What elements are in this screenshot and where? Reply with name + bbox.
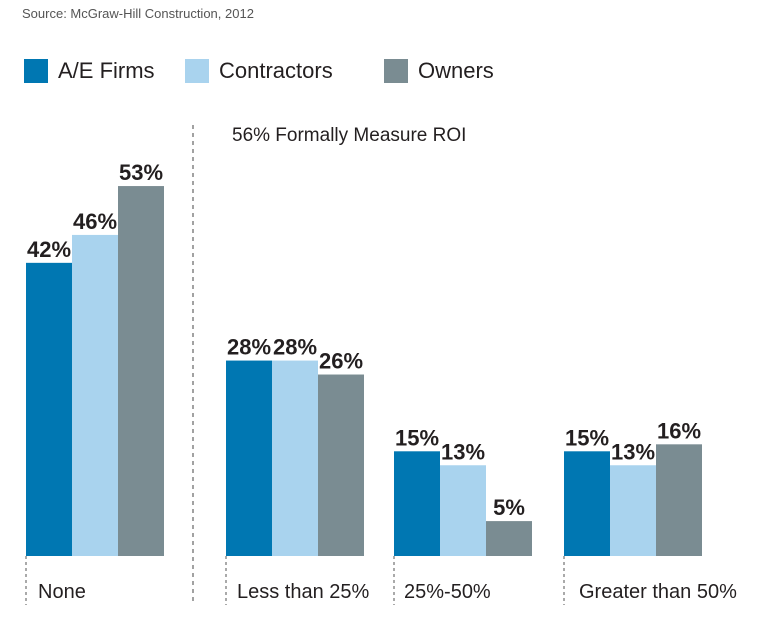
bar-owners-25-50 (486, 521, 532, 556)
bar-a-e-firms-greater-than-50 (564, 451, 610, 556)
bar-owners-less-than-25 (318, 374, 364, 556)
value-label-a-e-firms-greater-than-50: 15% (565, 425, 609, 450)
bar-owners-none (118, 186, 164, 556)
category-label-less-than-25: Less than 25% (237, 581, 370, 603)
value-label-a-e-firms-25-50: 15% (395, 425, 439, 450)
bar-a-e-firms-less-than-25 (226, 360, 272, 556)
value-label-owners-none: 53% (119, 160, 163, 185)
bar-owners-greater-than-50 (656, 444, 702, 556)
legend-swatch-owners (384, 59, 408, 83)
legend-label-ae-firms: A/E Firms (58, 58, 155, 83)
chart-source: Source: McGraw-Hill Construction, 2012 (22, 6, 254, 21)
value-label-a-e-firms-less-than-25: 28% (227, 335, 271, 360)
legend-swatch-ae-firms (24, 59, 48, 83)
bar-a-e-firms-25-50 (394, 451, 440, 556)
annotation-formally-measure-roi: 56% Formally Measure ROI (232, 125, 466, 146)
bar-contractors-greater-than-50 (610, 465, 656, 556)
value-label-contractors-none: 46% (73, 209, 117, 234)
value-label-owners-25-50: 5% (493, 495, 525, 520)
legend-swatch-contractors (185, 59, 209, 83)
bar-a-e-firms-none (26, 262, 72, 556)
value-label-contractors-less-than-25: 28% (273, 335, 317, 360)
value-label-a-e-firms-none: 42% (27, 237, 71, 262)
bar-contractors-25-50 (440, 465, 486, 556)
legend-label-owners: Owners (418, 58, 494, 83)
category-label-greater-than-50: Greater than 50% (579, 581, 737, 603)
value-label-contractors-25-50: 13% (441, 439, 485, 464)
legend-label-contractors: Contractors (219, 58, 333, 83)
value-label-owners-less-than-25: 26% (319, 349, 363, 374)
category-label-none: None (38, 581, 86, 603)
category-label-25-50: 25%-50% (404, 581, 491, 603)
value-label-owners-greater-than-50: 16% (657, 418, 701, 443)
value-label-contractors-greater-than-50: 13% (611, 439, 655, 464)
bar-contractors-less-than-25 (272, 360, 318, 556)
bar-contractors-none (72, 234, 118, 557)
